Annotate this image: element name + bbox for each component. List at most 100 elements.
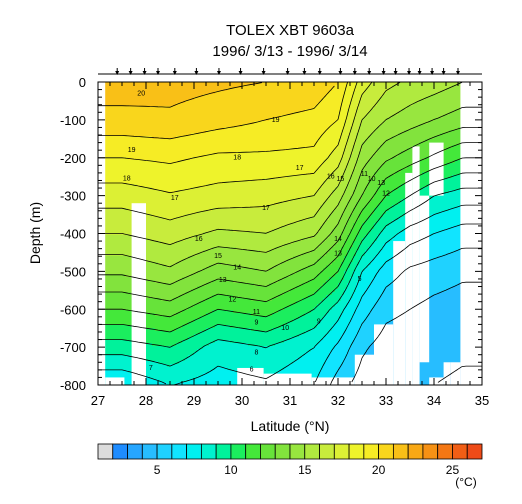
temperature-cell bbox=[152, 166, 156, 170]
temperature-cell bbox=[203, 277, 207, 281]
temperature-cell bbox=[149, 250, 153, 254]
temperature-cell bbox=[122, 319, 126, 323]
temperature-cell bbox=[137, 142, 141, 146]
temperature-cell bbox=[149, 226, 153, 230]
temperature-cell bbox=[161, 307, 165, 311]
temperature-cell bbox=[161, 208, 165, 212]
temperature-cell bbox=[161, 271, 165, 275]
temperature-cell bbox=[215, 316, 219, 320]
temperature-cell bbox=[194, 181, 198, 185]
temperature-cell bbox=[125, 304, 129, 308]
temperature-cell bbox=[209, 127, 213, 131]
temperature-cell bbox=[185, 304, 189, 308]
temperature-cell bbox=[227, 154, 231, 158]
temperature-cell bbox=[155, 154, 159, 158]
temperature-cell bbox=[188, 175, 192, 179]
temperature-cell bbox=[182, 103, 186, 107]
temperature-cell bbox=[161, 181, 165, 185]
temperature-cell bbox=[170, 271, 174, 275]
temperature-cell bbox=[173, 184, 177, 188]
temperature-cell bbox=[224, 211, 228, 215]
temperature-cell bbox=[236, 175, 240, 179]
temperature-cell bbox=[179, 127, 183, 131]
temperature-cell bbox=[113, 220, 117, 224]
temperature-cell bbox=[221, 358, 225, 362]
temperature-cell bbox=[239, 301, 243, 305]
temperature-cell bbox=[227, 169, 231, 173]
temperature-cell bbox=[119, 292, 123, 296]
temperature-cell bbox=[209, 331, 213, 335]
temperature-cell bbox=[194, 346, 198, 350]
temperature-cell bbox=[128, 337, 132, 341]
temperature-cell bbox=[242, 307, 246, 311]
temperature-cell bbox=[107, 178, 111, 182]
temperature-cell bbox=[224, 334, 228, 338]
temperature-cell bbox=[236, 289, 240, 293]
temperature-cell bbox=[158, 112, 162, 116]
temperature-cell bbox=[176, 169, 180, 173]
temperature-cell bbox=[113, 307, 117, 311]
temperature-cell bbox=[188, 283, 192, 287]
temperature-cell bbox=[182, 346, 186, 350]
temperature-cell bbox=[113, 184, 117, 188]
temperature-cell bbox=[113, 364, 117, 368]
temperature-cell bbox=[218, 316, 222, 320]
temperature-cell bbox=[212, 268, 216, 272]
temperature-cell bbox=[155, 337, 159, 341]
temperature-cell bbox=[113, 148, 117, 152]
temperature-cell bbox=[242, 148, 246, 152]
temperature-cell bbox=[221, 100, 225, 104]
temperature-cell bbox=[125, 85, 129, 89]
temperature-cell bbox=[161, 172, 165, 176]
temperature-cell bbox=[233, 289, 237, 293]
temperature-cell bbox=[239, 256, 243, 260]
temperature-cell bbox=[125, 91, 129, 95]
temperature-cell bbox=[167, 349, 171, 353]
temperature-cell bbox=[215, 289, 219, 293]
temperature-cell bbox=[125, 127, 129, 131]
temperature-cell bbox=[146, 298, 150, 302]
temperature-cell bbox=[188, 139, 192, 143]
temperature-cell bbox=[146, 190, 150, 194]
temperature-cell bbox=[182, 175, 186, 179]
temperature-cell bbox=[176, 286, 180, 290]
temperature-cell bbox=[197, 157, 201, 161]
temperature-cell bbox=[176, 106, 180, 110]
temperature-cell bbox=[116, 118, 120, 122]
temperature-cell bbox=[113, 136, 117, 140]
temperature-cell bbox=[107, 316, 111, 320]
temperature-cell bbox=[215, 163, 219, 167]
temperature-cell bbox=[185, 142, 189, 146]
temperature-cell bbox=[122, 88, 126, 92]
temperature-cell bbox=[125, 250, 129, 254]
temperature-cell bbox=[158, 172, 162, 176]
temperature-cell bbox=[242, 202, 246, 206]
temperature-cell bbox=[227, 241, 231, 245]
temperature-cell bbox=[146, 250, 150, 254]
temperature-cell bbox=[119, 229, 123, 233]
temperature-cell bbox=[239, 241, 243, 245]
temperature-cell bbox=[197, 247, 201, 251]
temperature-cell bbox=[236, 127, 240, 131]
temperature-cell bbox=[128, 223, 132, 227]
temperature-cell bbox=[191, 262, 195, 266]
temperature-cell bbox=[164, 178, 168, 182]
temperature-cell bbox=[167, 145, 171, 149]
temperature-cell bbox=[203, 361, 207, 365]
temperature-cell bbox=[227, 349, 231, 353]
temperature-cell bbox=[164, 145, 168, 149]
temperature-cell bbox=[131, 91, 135, 95]
temperature-cell bbox=[137, 139, 141, 143]
temperature-cell bbox=[146, 208, 150, 212]
temperature-cell bbox=[173, 187, 177, 191]
temperature-cell bbox=[125, 169, 129, 173]
temperature-cell bbox=[218, 103, 222, 107]
temperature-cell bbox=[179, 154, 183, 158]
temperature-cell bbox=[209, 250, 213, 254]
temperature-cell bbox=[155, 220, 159, 224]
temperature-cell bbox=[134, 97, 138, 101]
temperature-cell bbox=[209, 262, 213, 266]
temperature-cell bbox=[158, 196, 162, 200]
temperature-cell bbox=[122, 343, 126, 347]
temperature-cell bbox=[239, 175, 243, 179]
